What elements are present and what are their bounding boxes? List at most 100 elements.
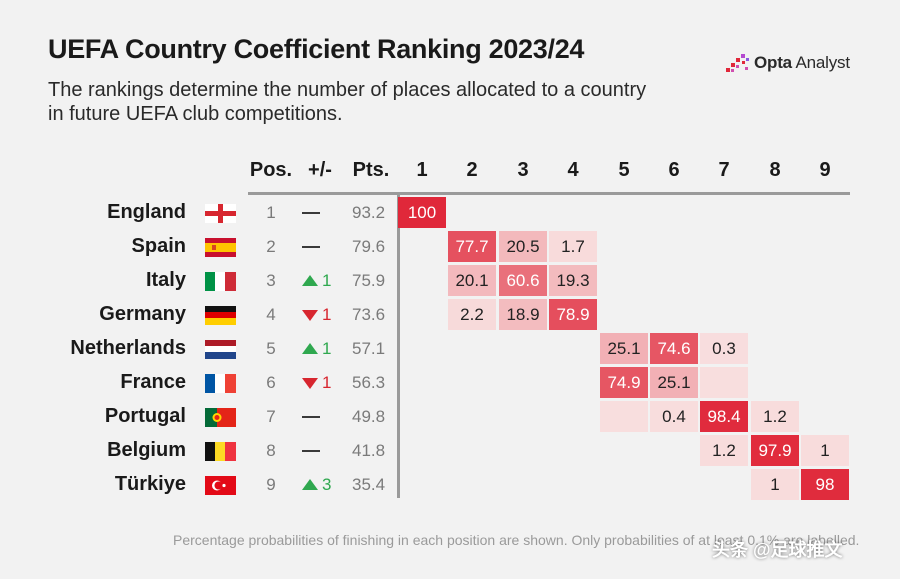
points: 41.8 [352,441,386,460]
no-change-dash-icon [302,246,320,248]
points: 49.8 [352,407,386,426]
country-name: France [120,371,186,393]
heat-cell: 77.7 [448,231,496,262]
table-row: Türkiye 9 3 35.4 1 98 [0,468,900,502]
points: 93.2 [352,203,386,222]
flag-spain-icon [205,238,236,257]
points: 57.1 [352,339,386,358]
rank-position: 2 [266,237,276,256]
opta-analyst-logo: Opta Analyst [726,52,850,74]
rank-position: 7 [266,407,276,426]
country-name: Italy [145,269,186,291]
flag-germany-icon [205,306,236,325]
heat-cell: 2.2 [448,299,496,330]
heat-cell: 1 [751,469,799,500]
flag-italy-icon [205,272,236,291]
country-name: Portugal [104,405,186,427]
heat-cell [600,401,648,432]
rank-change: 1 [302,305,342,325]
header-position-6: 6 [668,159,680,181]
table-row: Germany 4 1 73.6 2.2 18.9 78.9 [0,298,900,332]
header-pos: Pos. [249,159,293,181]
flag-portugal-icon [205,408,236,427]
chart-title: UEFA Country Coefficient Ranking 2023/24 [48,34,585,64]
points: 79.6 [352,237,386,256]
rank-position: 6 [266,373,276,392]
brand-name: Opta Analyst [754,53,850,72]
heat-cell: 20.5 [499,231,547,262]
change-value: 1 [322,271,332,290]
rank-position: 1 [266,203,276,222]
footnote: Percentage probabilities of finishing in… [173,532,860,548]
rank-change [302,203,342,223]
opta-logo-icon [726,54,749,72]
watermark: 头条 @足球推文 [712,540,843,560]
table-row: Belgium 8 41.8 1.2 97.9 1 [0,434,900,468]
country-name: Türkiye [114,473,186,495]
arrow-up-icon [302,343,318,354]
heat-cell: 98.4 [700,401,748,432]
header-position-2: 2 [466,159,478,181]
rank-change [302,441,342,461]
table-row: Portugal 7 49.8 0.4 98.4 1.2 [0,400,900,434]
chart-subtitle: The rankings determine the number of pla… [48,78,708,126]
divider-line [397,192,400,498]
points: 75.9 [352,271,386,290]
change-value: 3 [322,475,332,494]
heat-cell [700,367,748,398]
rank-position: 5 [266,339,276,358]
heat-cell: 20.1 [448,265,496,296]
no-change-dash-icon [302,450,320,452]
heat-cell: 19.3 [549,265,597,296]
header-position-5: 5 [618,159,630,181]
heat-cell: 74.9 [600,367,648,398]
header-position-8: 8 [769,159,781,181]
flag-turkiye-icon [205,476,236,495]
heat-cell: 25.1 [650,367,698,398]
country-name: Netherlands [70,337,186,359]
subtitle-line-1: The rankings determine the number of pla… [48,79,647,101]
header-position-4: 4 [567,159,579,181]
no-change-dash-icon [302,416,320,418]
change-value: 1 [322,339,332,358]
heat-cell: 74.6 [650,333,698,364]
points: 56.3 [352,373,386,392]
rank-position: 3 [266,271,276,290]
header-pts: Pts. [352,159,390,181]
heat-cell: 1.2 [751,401,799,432]
flag-england-icon [205,204,236,223]
no-change-dash-icon [302,212,320,214]
change-value: 1 [322,373,332,392]
points: 35.4 [352,475,386,494]
rank-change [302,237,342,257]
heat-cell: 98 [801,469,849,500]
header-change: +/- [308,159,332,181]
rank-position: 8 [266,441,276,460]
arrow-up-icon [302,275,318,286]
heat-cell: 97.9 [751,435,799,466]
rank-change: 1 [302,373,342,393]
rank-change: 1 [302,271,342,291]
arrow-down-icon [302,310,318,321]
flag-belgium-icon [205,442,236,461]
table-row: England 1 93.2 100 [0,196,900,230]
country-name: England [107,201,186,223]
rank-position: 4 [266,305,276,324]
heat-cell: 0.3 [700,333,748,364]
country-name: Germany [99,303,186,325]
table-row: Italy 3 1 75.9 20.1 60.6 19.3 [0,264,900,298]
table-row: Netherlands 5 1 57.1 25.1 74.6 0.3 [0,332,900,366]
heat-cell: 1 [801,435,849,466]
heat-cell: 100 [398,197,446,228]
rank-position: 9 [266,475,276,494]
flag-netherlands-icon [205,340,236,359]
heat-cell: 18.9 [499,299,547,330]
header-position-9: 9 [819,159,831,181]
rank-change: 1 [302,339,342,359]
subtitle-line-2: in future UEFA club competitions. [48,103,343,125]
heat-cell: 0.4 [650,401,698,432]
header-rule [248,192,850,195]
heat-cell: 1.7 [549,231,597,262]
points: 73.6 [352,305,386,324]
heat-cell: 1.2 [700,435,748,466]
